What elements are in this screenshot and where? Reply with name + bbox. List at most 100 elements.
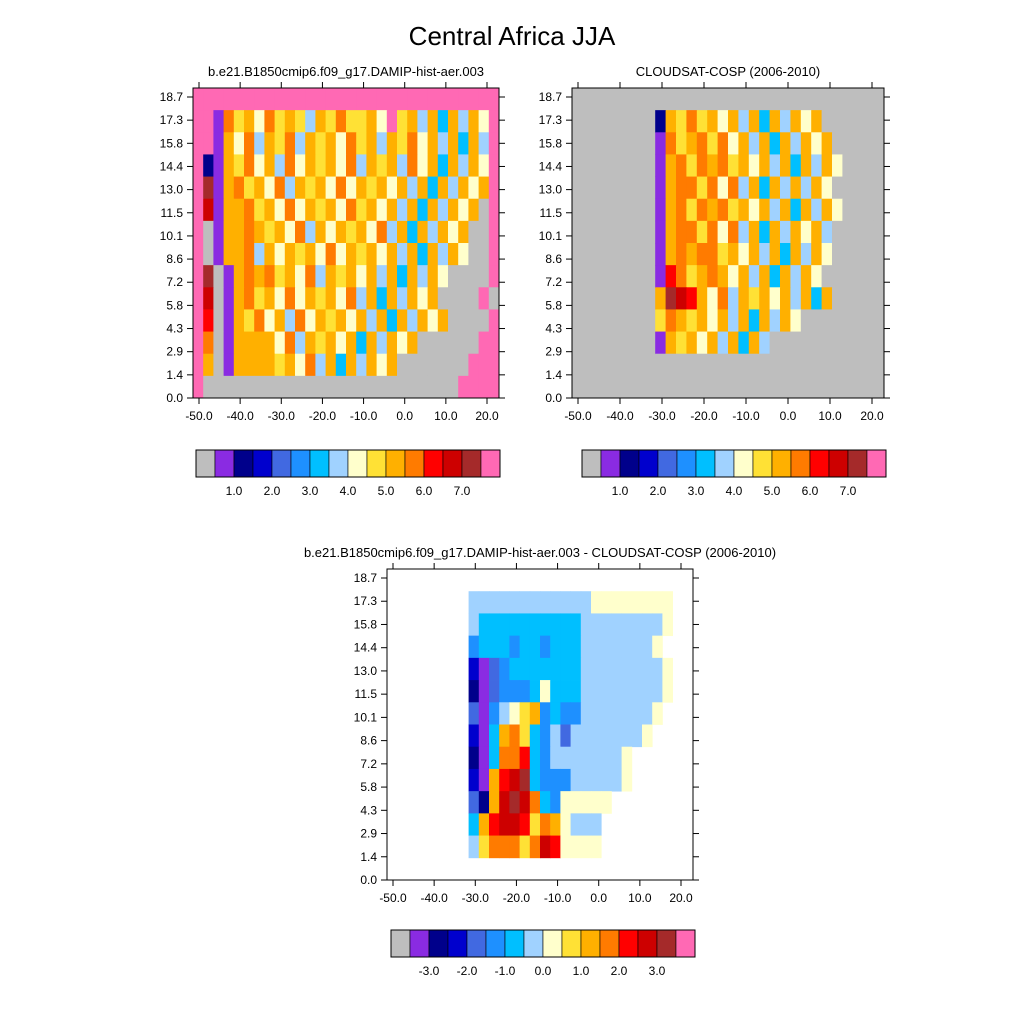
heatmap-cell <box>642 702 653 725</box>
panel-1: b.e21.B1850cmip6.f09_g17.DAMIP-hist-aer.… <box>160 64 505 498</box>
heatmap-cell <box>468 176 479 200</box>
heatmap-cell <box>407 198 418 222</box>
y-tick-label: 4.3 <box>545 322 562 336</box>
heatmap-cell <box>676 198 687 222</box>
heatmap-cell <box>356 265 367 288</box>
heatmap-cell <box>295 265 306 288</box>
heatmap-cell <box>570 724 582 748</box>
colorbar-label: 5.0 <box>764 484 781 498</box>
heatmap-cell <box>489 702 500 725</box>
heatmap-cell <box>417 110 428 133</box>
heatmap-cell <box>448 88 459 111</box>
y-tick-label: 4.3 <box>360 803 377 817</box>
heatmap-cell <box>652 680 663 703</box>
heatmap-cell <box>717 176 729 200</box>
heatmap-cell <box>686 220 698 244</box>
heatmap-cell <box>655 331 666 355</box>
x-tick-label: -20.0 <box>503 891 531 905</box>
heatmap-cell <box>305 110 316 133</box>
heatmap-cell <box>213 176 224 200</box>
heatmap-cell <box>728 309 739 332</box>
colorbar-label: 4.0 <box>340 484 357 498</box>
heatmap-cell <box>295 309 306 332</box>
heatmap-cell <box>315 353 326 377</box>
colorbar-label: 6.0 <box>416 484 433 498</box>
heatmap-cell <box>233 110 245 133</box>
heatmap-cell <box>529 813 541 836</box>
x-tick-label: 20.0 <box>475 409 499 423</box>
heatmap-cell <box>738 176 750 200</box>
heatmap-cell <box>468 265 479 288</box>
heatmap-cell <box>662 613 673 637</box>
heatmap-cell <box>397 88 408 111</box>
heatmap-cell <box>769 353 781 377</box>
heatmap-cell <box>284 331 296 355</box>
colorbar-swatch <box>618 929 639 958</box>
heatmap-cell <box>325 110 337 133</box>
heatmap-cell <box>748 309 760 332</box>
heatmap-cell <box>738 331 750 355</box>
heatmap-cell <box>489 835 500 859</box>
heatmap-cell <box>203 132 214 155</box>
heatmap-cell <box>540 768 551 792</box>
heatmap-cell <box>305 265 316 288</box>
heatmap-cell <box>728 243 739 266</box>
heatmap-cell <box>821 309 833 332</box>
heatmap-cell <box>284 309 296 332</box>
y-tick-label: 0.0 <box>360 873 377 887</box>
y-tick-label: 15.8 <box>354 617 378 631</box>
heatmap-cell <box>769 132 781 155</box>
heatmap-cell <box>509 746 520 770</box>
heatmap-cell <box>315 88 326 111</box>
heatmap-cell <box>863 287 874 310</box>
heatmap-cell <box>335 243 347 266</box>
x-tick-label: 10.0 <box>818 409 842 423</box>
heatmap-cell <box>427 331 439 355</box>
heatmap-cell <box>601 657 612 681</box>
heatmap-cell <box>376 331 388 355</box>
heatmap-cell <box>800 176 812 200</box>
heatmap-cell <box>488 110 500 133</box>
colorbar-swatch <box>637 929 658 958</box>
heatmap-cell <box>769 243 781 266</box>
heatmap-cell <box>386 198 398 222</box>
heatmap-cell <box>550 613 561 637</box>
heatmap-cell <box>468 88 479 111</box>
heatmap-cell <box>244 375 255 399</box>
heatmap-cell <box>707 353 718 377</box>
heatmap-cell <box>728 110 739 133</box>
heatmap-cell <box>407 110 418 133</box>
heatmap-cell <box>315 265 326 288</box>
heatmap-cell <box>325 176 337 200</box>
heatmap-cell <box>458 375 469 399</box>
colorbar-frame <box>581 449 887 478</box>
heatmap-cell <box>790 176 802 200</box>
heatmap-cell <box>780 287 791 310</box>
heatmap-cell <box>488 353 500 377</box>
heatmap-cell <box>335 353 347 377</box>
heatmap-cell <box>264 220 275 244</box>
heatmap-cell <box>642 591 653 614</box>
colorbar-label: -2.0 <box>457 964 478 978</box>
heatmap-cell <box>873 154 885 177</box>
heatmap-cell <box>580 702 592 725</box>
heatmap-cell <box>519 657 531 681</box>
heatmap-cell <box>550 591 561 614</box>
heatmap-cell <box>397 176 408 200</box>
heatmap-cell <box>264 331 275 355</box>
heatmap-cell <box>570 768 582 792</box>
heatmap-cell <box>570 835 582 859</box>
heatmap-cell <box>676 220 687 244</box>
heatmap-cell <box>655 110 666 133</box>
y-tick-label: 7.2 <box>360 757 377 771</box>
colorbar-swatch <box>828 449 849 478</box>
heatmap-cell <box>665 331 677 355</box>
heatmap-cell <box>519 835 531 859</box>
x-tick-label: -50.0 <box>379 891 407 905</box>
heatmap-cell <box>832 309 843 332</box>
colorbar-label: 2.0 <box>264 484 281 498</box>
heatmap-cell <box>611 613 622 637</box>
heatmap-cell <box>417 287 428 310</box>
heatmap-cell <box>611 746 622 770</box>
colorbar-swatch <box>733 449 754 478</box>
